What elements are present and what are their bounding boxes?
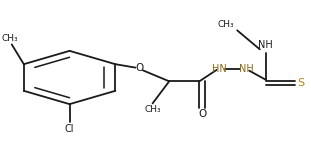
Text: O: O — [198, 109, 206, 120]
Text: NH: NH — [239, 64, 253, 74]
Text: O: O — [135, 63, 143, 73]
Text: HN: HN — [212, 64, 226, 74]
Text: CH₃: CH₃ — [2, 34, 19, 43]
Text: Cl: Cl — [65, 124, 74, 134]
Text: S: S — [298, 78, 305, 88]
Text: CH₃: CH₃ — [144, 105, 161, 114]
Text: NH: NH — [258, 40, 273, 50]
Text: CH₃: CH₃ — [217, 20, 234, 29]
